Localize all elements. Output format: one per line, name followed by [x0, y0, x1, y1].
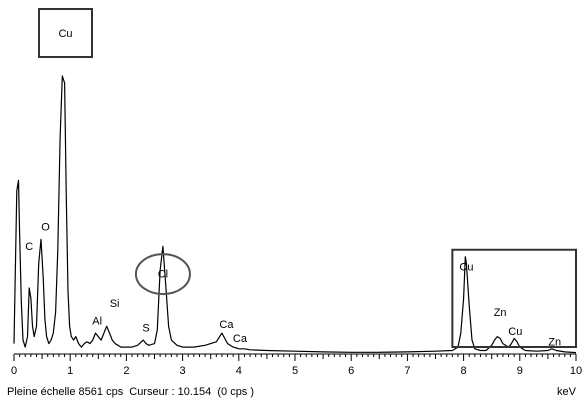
peak-label-ca: Ca: [219, 319, 234, 331]
x-tick-label: 6: [348, 365, 354, 377]
x-tick-label: 2: [123, 365, 129, 377]
x-tick-label: 1: [67, 365, 73, 377]
x-tick-label: 7: [404, 365, 410, 377]
peak-label-o: O: [41, 222, 50, 234]
cu-title-box: [38, 8, 93, 58]
peak-label-al: Al: [92, 315, 102, 327]
spectrum-series-line: [13, 75, 577, 354]
x-tick-label: 5: [292, 365, 298, 377]
peak-label-cu: Cu: [508, 326, 522, 338]
spectrum-footer-info: Pleine échelle 8561 cps Curseur : 10.154…: [7, 386, 255, 398]
cu-zn-highlight-box: [451, 248, 577, 348]
peak-label-c: C: [25, 241, 33, 253]
x-tick-label: 8: [461, 365, 467, 377]
peak-label-ca: Ca: [233, 333, 248, 345]
x-tick-label: 0: [11, 365, 17, 377]
cl-highlight-circle: [134, 253, 191, 296]
peak-label-s: S: [142, 322, 149, 334]
x-tick-label: 9: [517, 365, 523, 377]
x-tick-label: 4: [236, 365, 242, 377]
x-tick-label: 10: [570, 365, 582, 377]
cu-title-box-label: Cu: [58, 28, 72, 40]
x-axis-tick-labels: 0 1 2 3 4 5 6 7 8 9 10: [11, 365, 582, 377]
peak-label-cu: Cu: [459, 262, 473, 274]
peak-label-si: Si: [110, 298, 120, 310]
x-axis-unit-label: keV: [557, 386, 576, 398]
peak-label-cl: Cl: [158, 269, 168, 281]
x-tick-label: 3: [180, 365, 186, 377]
peak-label-zn: Zn: [494, 307, 507, 319]
peak-label-zn: Zn: [548, 336, 561, 348]
x-axis-ticks: [13, 354, 577, 361]
